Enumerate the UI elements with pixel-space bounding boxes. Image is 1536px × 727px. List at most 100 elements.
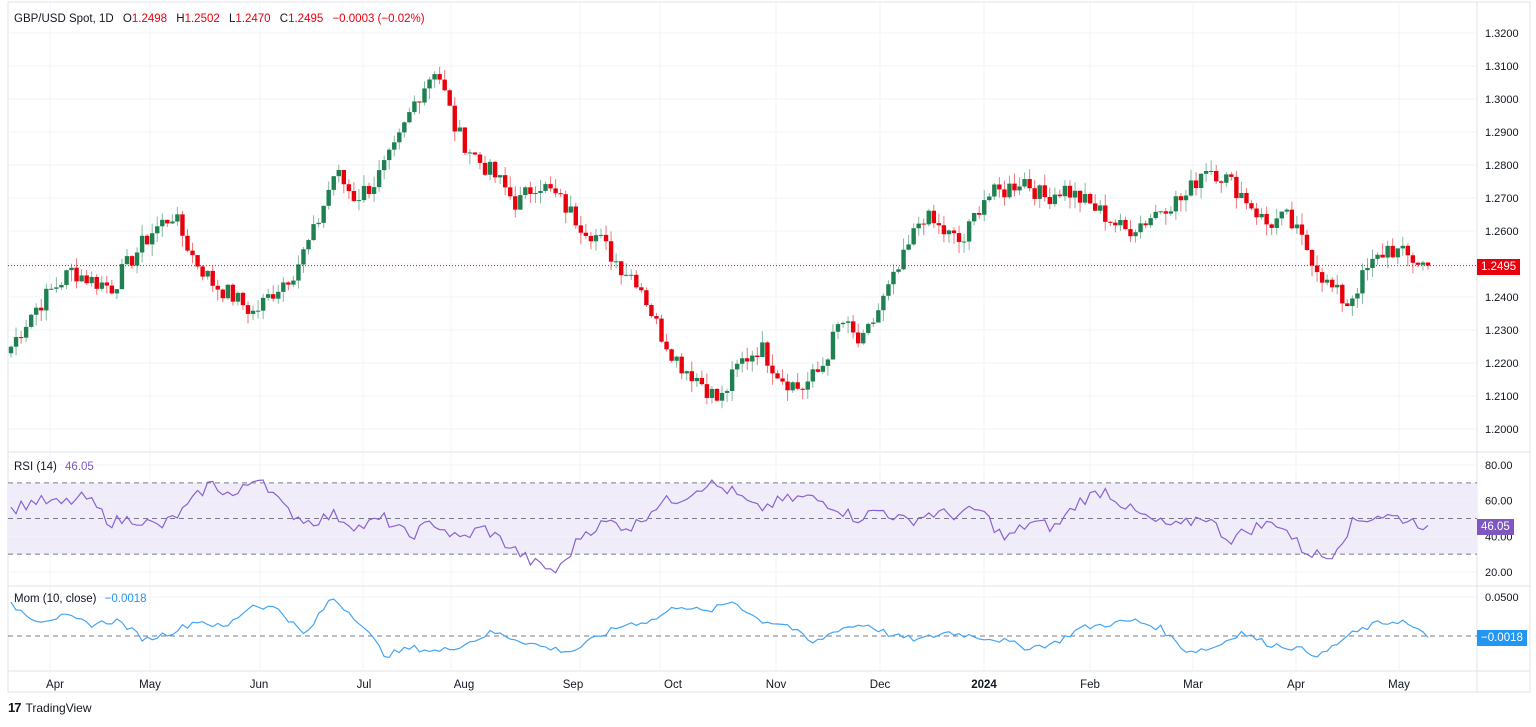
candle-body xyxy=(291,280,296,285)
candle-body xyxy=(1259,213,1264,218)
close-value: 1.2495 xyxy=(288,13,324,25)
candle-body xyxy=(961,241,967,243)
candle-body xyxy=(1299,224,1305,235)
candle-body xyxy=(886,284,891,296)
candle-body xyxy=(1148,218,1153,226)
candle-body xyxy=(306,240,311,250)
low-value: 1.2470 xyxy=(235,13,271,25)
tradingview-brand[interactable]: 17 TradingView xyxy=(8,700,92,715)
candle-body xyxy=(452,105,457,132)
candle-body xyxy=(296,264,301,281)
candle-body xyxy=(1072,190,1078,198)
time-axis-label: Aug xyxy=(454,679,474,691)
candle-body xyxy=(719,392,725,401)
candle-body xyxy=(1340,284,1345,304)
candle-body xyxy=(1113,222,1118,226)
candle-body xyxy=(659,318,664,342)
candle-body xyxy=(956,233,962,242)
candle-body xyxy=(89,276,94,284)
candle-body xyxy=(1254,208,1259,218)
candle-body xyxy=(1410,255,1416,263)
candle-body xyxy=(518,195,523,210)
candle-body xyxy=(1335,284,1340,288)
candle-body xyxy=(1405,245,1411,256)
candle-body xyxy=(624,274,629,276)
candle-body xyxy=(679,356,684,374)
candle-body xyxy=(59,284,64,288)
candle-body xyxy=(528,187,533,195)
price-tick-label: 1.3100 xyxy=(1485,61,1519,73)
candle-body xyxy=(351,191,357,202)
candle-body xyxy=(321,205,326,223)
candle-body xyxy=(1173,196,1179,212)
candle-body xyxy=(371,187,377,194)
candle-body xyxy=(750,355,755,362)
candle-body xyxy=(1365,267,1370,271)
candle-body xyxy=(800,388,805,390)
candle-body xyxy=(573,206,578,226)
candle-body xyxy=(28,314,34,327)
price-tick-label: 1.2600 xyxy=(1485,226,1519,238)
candle-body xyxy=(170,221,175,224)
candle-body xyxy=(1324,279,1330,283)
candle-body xyxy=(1294,224,1300,229)
candle-body xyxy=(805,381,810,390)
candle-body xyxy=(1355,293,1360,299)
candle-body xyxy=(966,221,972,242)
price-tick-label: 1.3000 xyxy=(1485,94,1519,106)
candle-body xyxy=(1082,194,1088,203)
candle-body xyxy=(255,310,261,312)
candle-body xyxy=(1314,265,1320,273)
time-axis-label: Jun xyxy=(250,679,269,691)
candle-body xyxy=(639,287,644,291)
candle-body xyxy=(689,371,694,382)
open-value: 1.2498 xyxy=(131,13,168,25)
rsi-legend[interactable]: RSI (14) 46.05 xyxy=(14,461,94,473)
candle-body xyxy=(245,305,251,314)
candle-body xyxy=(825,359,831,366)
momentum-legend[interactable]: Mom (10, close) −0.0018 xyxy=(14,593,147,605)
candle-body xyxy=(669,349,674,361)
candle-body xyxy=(618,261,624,276)
price-tick-label: 1.2300 xyxy=(1485,325,1519,337)
candle-body xyxy=(891,271,896,285)
candle-body xyxy=(18,337,24,339)
candle-body xyxy=(992,184,997,197)
candle-body xyxy=(442,79,447,91)
candle-body xyxy=(1375,254,1380,259)
candle-body xyxy=(664,341,669,350)
candle-body xyxy=(729,369,735,392)
candle-body xyxy=(301,249,306,265)
candle-body xyxy=(447,90,452,106)
momentum-value-tag: −0.0018 xyxy=(1477,630,1527,646)
candle-body xyxy=(54,287,59,289)
candle-body xyxy=(634,274,639,288)
candle-body xyxy=(281,282,286,292)
candle-body xyxy=(1087,194,1093,204)
candle-body xyxy=(840,322,846,325)
candle-body xyxy=(1264,213,1269,225)
candle-body xyxy=(1007,183,1012,198)
candle-body xyxy=(770,365,775,374)
candle-body xyxy=(402,122,407,133)
candle-body xyxy=(1319,272,1325,283)
candle-body xyxy=(326,189,331,206)
candle-body xyxy=(1239,192,1244,199)
candle-body xyxy=(1345,303,1350,307)
candle-body xyxy=(815,369,821,372)
candle-body xyxy=(1284,209,1290,212)
candle-body xyxy=(1032,188,1037,199)
symbol-title: GBP/USD Spot, 1D xyxy=(14,13,114,25)
candle-body xyxy=(1415,262,1421,265)
candle-body xyxy=(276,291,281,299)
price-tick-label: 1.2000 xyxy=(1485,424,1519,436)
candle-body xyxy=(765,342,770,366)
candle-body xyxy=(1042,185,1047,198)
candle-body xyxy=(417,101,422,103)
candle-body xyxy=(185,235,190,251)
candle-body xyxy=(982,200,987,215)
candle-body xyxy=(1052,194,1058,205)
candle-body xyxy=(1168,211,1174,214)
